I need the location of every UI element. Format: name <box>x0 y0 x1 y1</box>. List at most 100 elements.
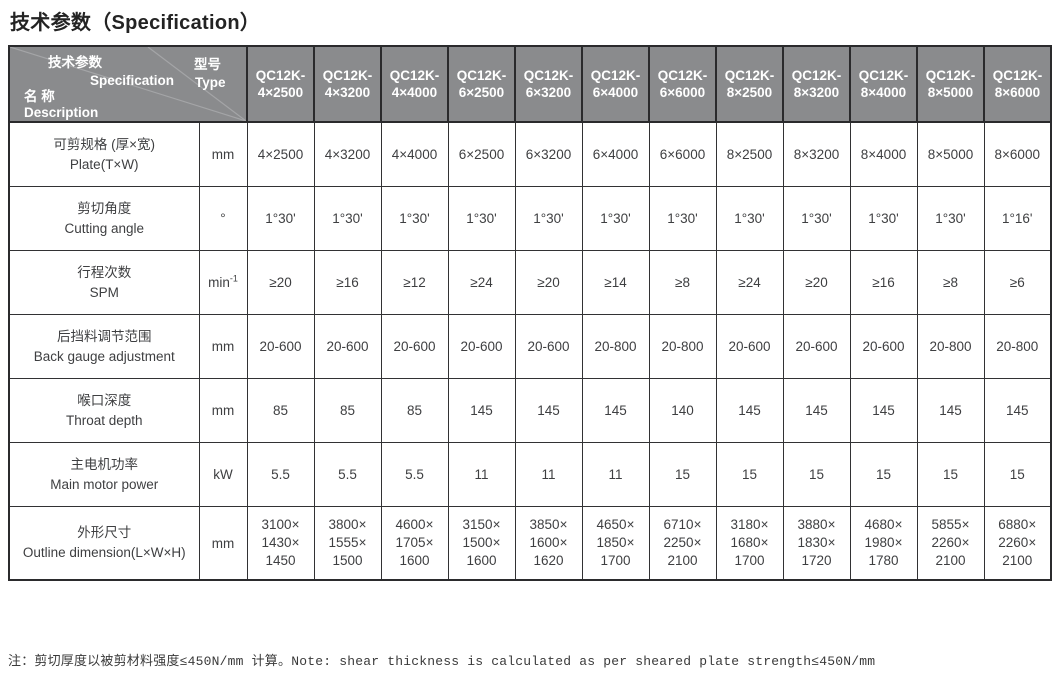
spec-cell: 20-800 <box>581 314 650 379</box>
specification-table: 技术参数 Specification 名 称 Description 型号 Ty… <box>8 45 1052 581</box>
row-label-en: Back gauge adjustment <box>33 348 175 364</box>
spec-cell: 20-600 <box>380 314 449 379</box>
column-header-model: QC12K- 8×5000 <box>916 45 985 123</box>
column-header-model: QC12K- 6×2500 <box>447 45 516 123</box>
spec-cell: 15 <box>849 442 918 507</box>
column-header-model: QC12K- 6×6000 <box>648 45 717 123</box>
row-label-en: Main motor power <box>50 476 159 492</box>
column-header-model: QC12K- 8×4000 <box>849 45 918 123</box>
row-label-zh: 行程次数 <box>77 264 132 280</box>
row-label: 剪切角度 Cutting angle <box>8 186 200 251</box>
spec-cell: 1°30' <box>715 186 784 251</box>
spec-cell: 11 <box>581 442 650 507</box>
spec-cell: 15 <box>782 442 851 507</box>
unit-text: mm <box>211 403 235 418</box>
row-label: 主电机功率 Main motor power <box>8 442 200 507</box>
table-row: 外形尺寸 Outline dimension(L×W×H) mm 3100× 14… <box>8 506 1052 581</box>
spec-cell: 6×6000 <box>648 121 717 187</box>
spec-cell: 85 <box>380 378 449 443</box>
column-header-model: QC12K- 4×4000 <box>380 45 449 123</box>
spec-cell: 3150× 1500× 1600 <box>447 506 516 581</box>
row-label: 喉口深度 Throat depth <box>8 378 200 443</box>
spec-cell: ≥24 <box>447 250 516 315</box>
row-unit: mm <box>198 314 248 379</box>
row-label: 后挡料调节范围 Back gauge adjustment <box>8 314 200 379</box>
row-label: 可剪规格 (厚×宽) Plate(T×W) <box>8 121 200 187</box>
row-label: 外形尺寸 Outline dimension(L×W×H) <box>8 506 200 581</box>
unit-text: ° <box>220 211 226 226</box>
table-row: 行程次数 SPM min-1 ≥20 ≥16 ≥12 ≥24 ≥20 ≥14 ≥8… <box>8 250 1052 315</box>
spec-cell: 4×2500 <box>246 121 315 187</box>
spec-cell: ≥14 <box>581 250 650 315</box>
spec-cell: 145 <box>447 378 516 443</box>
spec-cell: 1°30' <box>648 186 717 251</box>
model-name: QC12K- 8×3200 <box>791 68 842 100</box>
spec-cell: 1°30' <box>313 186 382 251</box>
spec-cell: 5.5 <box>246 442 315 507</box>
spec-cell: ≥20 <box>514 250 583 315</box>
spec-cell: 1°16' <box>983 186 1052 251</box>
corner-label-name-en: Description <box>24 105 99 120</box>
row-unit: mm <box>198 121 248 187</box>
row-unit: min-1 <box>198 250 248 315</box>
spec-cell: ≥6 <box>983 250 1052 315</box>
spec-cell: 20-600 <box>715 314 784 379</box>
table-row: 后挡料调节范围 Back gauge adjustment mm 20-600 2… <box>8 314 1052 379</box>
spec-cell: 1°30' <box>849 186 918 251</box>
model-name: QC12K- 6×6000 <box>657 68 708 100</box>
column-header-model: QC12K- 6×3200 <box>514 45 583 123</box>
column-header-model: QC12K- 4×2500 <box>246 45 315 123</box>
spec-cell: ≥24 <box>715 250 784 315</box>
spec-cell: 20-600 <box>313 314 382 379</box>
column-header-model: QC12K- 6×4000 <box>581 45 650 123</box>
spec-cell: 3880× 1830× 1720 <box>782 506 851 581</box>
unit-text: mm <box>211 147 235 162</box>
row-label-zh: 外形尺寸 <box>77 525 132 540</box>
spec-cell: 1°30' <box>916 186 985 251</box>
header-row: 技术参数 Specification 名 称 Description 型号 Ty… <box>8 45 1052 123</box>
spec-cell: 85 <box>313 378 382 443</box>
spec-cell: 6880× 2260× 2100 <box>983 506 1052 581</box>
row-label-en: Throat depth <box>65 412 143 428</box>
spec-cell: 20-600 <box>782 314 851 379</box>
row-label-zh: 喉口深度 <box>77 392 132 408</box>
corner-label-parameters-zh: 技术参数 <box>48 55 102 70</box>
spec-cell: 6710× 2250× 2100 <box>648 506 717 581</box>
column-header-model: QC12K- 8×3200 <box>782 45 851 123</box>
spec-cell: 145 <box>715 378 784 443</box>
spec-cell: 15 <box>648 442 717 507</box>
spec-cell: 15 <box>983 442 1052 507</box>
corner-label-parameters-en: Specification <box>90 73 175 88</box>
unit-text: mm <box>211 339 235 354</box>
column-header-model: QC12K- 8×6000 <box>983 45 1052 123</box>
spec-cell: 145 <box>581 378 650 443</box>
spec-cell: 145 <box>983 378 1052 443</box>
model-name: QC12K- 8×6000 <box>992 68 1043 100</box>
row-label-en: Cutting angle <box>64 220 145 236</box>
corner-label-type-zh: 型号 <box>194 57 221 72</box>
spec-cell: 1°30' <box>514 186 583 251</box>
unit-sup: -1 <box>229 273 238 284</box>
model-name: QC12K- 4×4000 <box>389 68 440 100</box>
spec-cell: 6×4000 <box>581 121 650 187</box>
model-name: QC12K- 6×2500 <box>456 68 507 100</box>
spec-cell: 1°30' <box>380 186 449 251</box>
column-header-model: QC12K- 4×3200 <box>313 45 382 123</box>
row-label-zh: 可剪规格 (厚×宽) <box>53 136 156 152</box>
unit-text: kW <box>213 467 233 482</box>
page-title: 技术参数（Specification） <box>10 12 261 34</box>
spec-cell: 3180× 1680× 1700 <box>715 506 784 581</box>
unit-text: min <box>208 275 230 290</box>
model-name: QC12K- 6×4000 <box>590 68 641 100</box>
spec-cell: 4×3200 <box>313 121 382 187</box>
spec-cell: 15 <box>715 442 784 507</box>
spec-cell: 3850× 1600× 1620 <box>514 506 583 581</box>
spec-cell: 20-800 <box>916 314 985 379</box>
footnote: 注：剪切厚度以被剪材料强度≤450N/mm 计算。Note: shear thi… <box>8 654 876 669</box>
row-label-en: Plate(T×W) <box>69 156 139 172</box>
table-row: 主电机功率 Main motor power kW 5.5 5.5 5.5 11 … <box>8 442 1052 507</box>
spec-cell: ≥8 <box>916 250 985 315</box>
row-label: 行程次数 SPM <box>8 250 200 315</box>
row-label-en: Outline dimension(L×W×H) <box>22 545 186 560</box>
spec-cell: 8×2500 <box>715 121 784 187</box>
